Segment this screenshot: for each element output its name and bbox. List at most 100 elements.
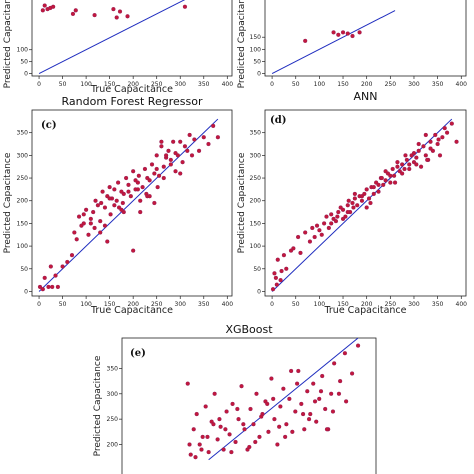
data-point	[46, 284, 51, 290]
y-tick-label: 250	[107, 416, 119, 423]
data-point	[433, 132, 438, 138]
identity-line	[38, 118, 219, 292]
data-point	[298, 250, 303, 256]
x-tick-label: 0	[37, 301, 41, 308]
identity-line	[271, 118, 453, 292]
data-point	[69, 253, 75, 258]
data-point	[345, 31, 350, 36]
data-point	[312, 399, 318, 404]
data-point	[428, 139, 433, 144]
data-point	[314, 419, 319, 424]
data-point	[428, 146, 433, 151]
data-point	[444, 130, 450, 135]
data-point	[300, 411, 306, 417]
panel-d: ANN (d) 0 50 100 150 200 250 300 350 400 0 50 100 150 2…	[237, 90, 467, 316]
panel-label: (d)	[270, 115, 286, 126]
data-point	[84, 207, 89, 212]
x-tick-label: 350	[198, 301, 210, 308]
plot-frame	[121, 337, 377, 474]
data-point	[331, 30, 336, 35]
x-tick-label: 150	[337, 301, 349, 308]
data-point	[73, 8, 78, 13]
data-point	[128, 194, 133, 199]
data-point	[111, 7, 116, 12]
x-tick-label: 50	[59, 301, 67, 308]
data-point	[117, 9, 123, 14]
data-point	[342, 351, 348, 356]
y-tick-label: 100	[250, 46, 262, 53]
data-point	[379, 175, 384, 181]
x-tick-label: 350	[432, 81, 444, 88]
data-point	[425, 157, 430, 163]
data-point	[320, 373, 325, 379]
data-point	[277, 424, 282, 429]
data-point	[302, 427, 307, 432]
data-point	[182, 4, 188, 9]
data-point	[227, 432, 232, 437]
y-tick-label: 50	[253, 58, 261, 65]
data-point	[189, 153, 195, 158]
data-point	[308, 411, 313, 417]
y-tick-label: 50	[253, 266, 261, 273]
data-point	[206, 141, 211, 147]
panel-e: XGBoost (e) 200 250 300 350 Predicted Capacita…	[93, 323, 377, 474]
chart-title: ANN	[354, 90, 378, 103]
data-point	[440, 135, 445, 140]
data-point	[114, 198, 119, 203]
panel-label: (e)	[130, 348, 146, 359]
data-point	[126, 189, 131, 194]
data-point	[155, 185, 160, 190]
x-tick-label: 400	[456, 81, 468, 88]
data-point	[98, 219, 103, 224]
data-point	[279, 268, 284, 274]
y-tick-label: 200	[17, 198, 29, 205]
data-point	[442, 126, 447, 131]
data-point	[173, 150, 178, 156]
data-point	[254, 391, 259, 396]
data-point	[366, 196, 372, 201]
data-point	[281, 253, 287, 258]
identity-line	[38, 0, 186, 75]
data-point	[283, 434, 288, 439]
data-point	[236, 417, 241, 422]
data-point	[131, 248, 136, 253]
data-point	[91, 209, 96, 215]
data-point	[72, 230, 77, 235]
data-point	[351, 205, 356, 210]
x-tick-label: 150	[104, 81, 116, 88]
data-point	[112, 203, 117, 208]
data-point	[371, 185, 376, 190]
data-point	[205, 434, 210, 439]
data-point	[303, 230, 308, 235]
data-point	[108, 212, 113, 217]
data-point	[289, 368, 294, 374]
data-point	[324, 214, 329, 219]
data-point	[142, 166, 148, 172]
data-point	[368, 200, 373, 206]
data-point	[336, 391, 342, 396]
data-point	[37, 284, 43, 290]
data-point	[322, 221, 327, 226]
data-point	[329, 391, 334, 396]
data-point	[400, 171, 405, 176]
data-point	[147, 194, 152, 199]
y-axis-label: Predicted Capacitance	[3, 0, 13, 88]
data-point	[414, 155, 419, 160]
data-point	[239, 384, 244, 389]
data-point	[140, 185, 145, 190]
plot-frame	[31, 109, 233, 297]
y-tick-label: 0	[257, 288, 261, 295]
data-point	[336, 209, 341, 215]
x-tick-label: 300	[175, 81, 187, 88]
data-point	[390, 166, 395, 172]
data-point	[196, 148, 202, 153]
x-tick-label: 100	[80, 81, 92, 88]
data-point	[437, 153, 443, 158]
data-point	[376, 182, 381, 187]
data-point	[152, 171, 157, 176]
x-tick-label: 400	[222, 81, 234, 88]
x-tick-label: 0	[270, 81, 274, 88]
data-point	[407, 162, 412, 167]
data-point	[291, 246, 296, 251]
y-tick-label: 300	[107, 391, 119, 398]
